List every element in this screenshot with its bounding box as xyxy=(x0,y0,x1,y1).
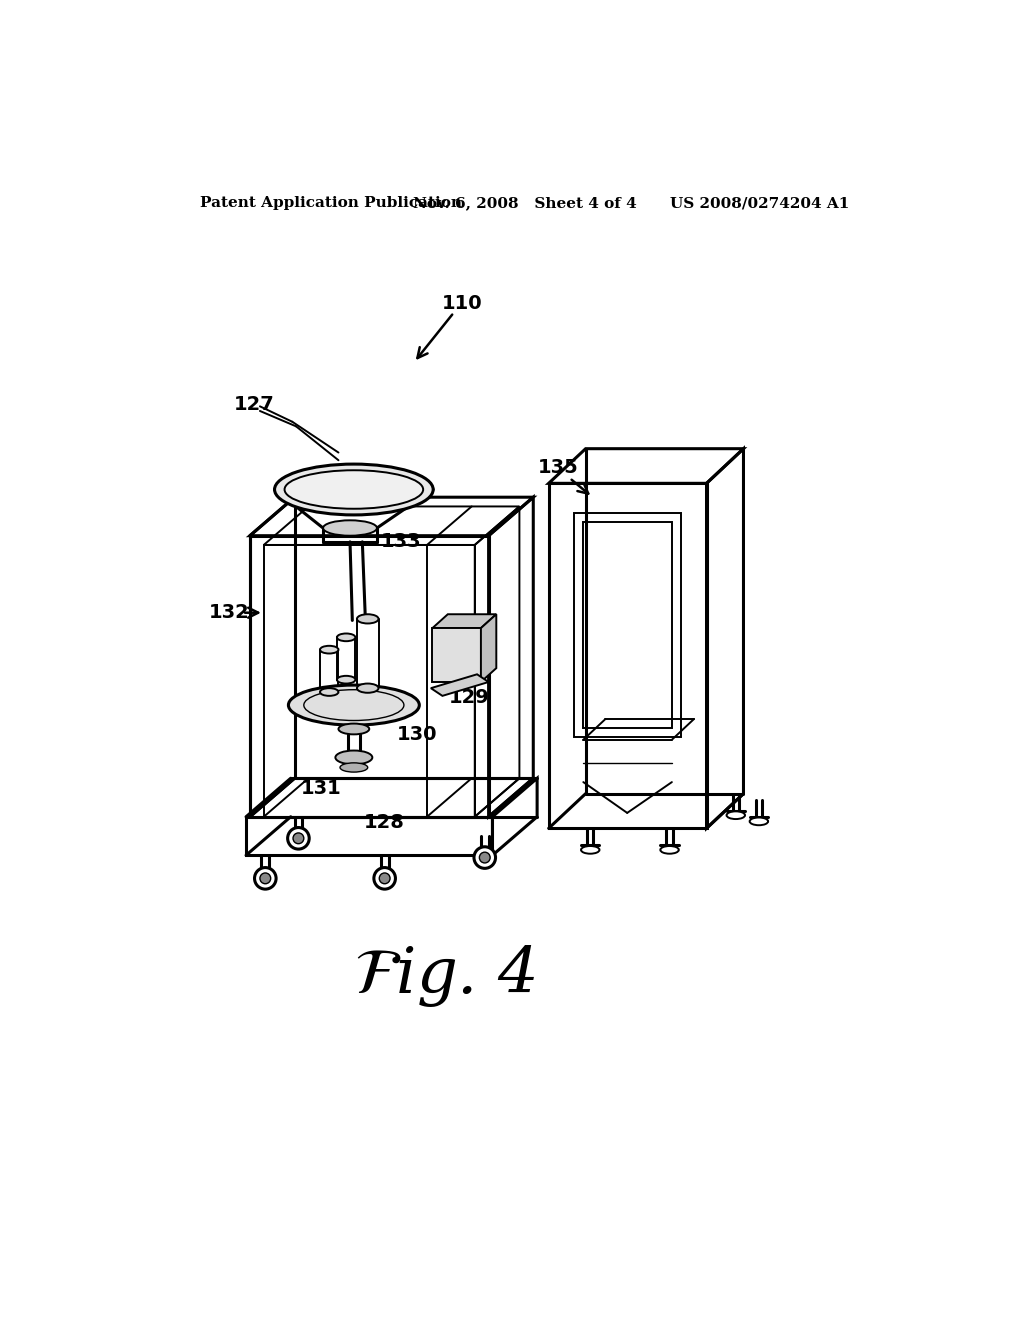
Text: 132: 132 xyxy=(209,603,250,622)
Ellipse shape xyxy=(289,685,419,725)
Text: 110: 110 xyxy=(441,293,482,313)
Ellipse shape xyxy=(340,763,368,772)
Text: 126: 126 xyxy=(334,486,375,506)
Polygon shape xyxy=(431,675,488,696)
Ellipse shape xyxy=(319,688,339,696)
Ellipse shape xyxy=(379,873,390,884)
Ellipse shape xyxy=(357,614,379,623)
Ellipse shape xyxy=(727,812,745,818)
Text: 135: 135 xyxy=(538,458,579,478)
Ellipse shape xyxy=(319,645,339,653)
Text: 129: 129 xyxy=(449,688,489,708)
Ellipse shape xyxy=(255,867,276,890)
Text: Nov. 6, 2008   Sheet 4 of 4: Nov. 6, 2008 Sheet 4 of 4 xyxy=(413,197,637,210)
Polygon shape xyxy=(432,628,481,682)
Ellipse shape xyxy=(374,867,395,890)
Ellipse shape xyxy=(357,684,379,693)
Ellipse shape xyxy=(274,465,433,515)
Ellipse shape xyxy=(337,634,355,642)
Ellipse shape xyxy=(479,853,490,863)
Ellipse shape xyxy=(336,751,373,764)
Text: US 2008/0274204 A1: US 2008/0274204 A1 xyxy=(671,197,850,210)
Text: 128: 128 xyxy=(365,813,406,832)
Polygon shape xyxy=(481,614,497,682)
Text: 133: 133 xyxy=(381,532,422,552)
Ellipse shape xyxy=(581,846,599,854)
Text: 127: 127 xyxy=(233,395,274,414)
Ellipse shape xyxy=(285,470,423,508)
Ellipse shape xyxy=(288,828,309,849)
Ellipse shape xyxy=(293,833,304,843)
Ellipse shape xyxy=(474,847,496,869)
Text: Patent Application Publication: Patent Application Publication xyxy=(200,197,462,210)
Text: $\mathcal{F}$ig. 4: $\mathcal{F}$ig. 4 xyxy=(354,942,536,1008)
Ellipse shape xyxy=(339,723,370,734)
Ellipse shape xyxy=(750,817,768,825)
Ellipse shape xyxy=(323,520,377,536)
Ellipse shape xyxy=(260,873,270,884)
Polygon shape xyxy=(432,614,497,628)
Text: 130: 130 xyxy=(396,725,437,744)
Ellipse shape xyxy=(337,676,355,684)
Text: 131: 131 xyxy=(301,779,342,797)
Ellipse shape xyxy=(660,846,679,854)
